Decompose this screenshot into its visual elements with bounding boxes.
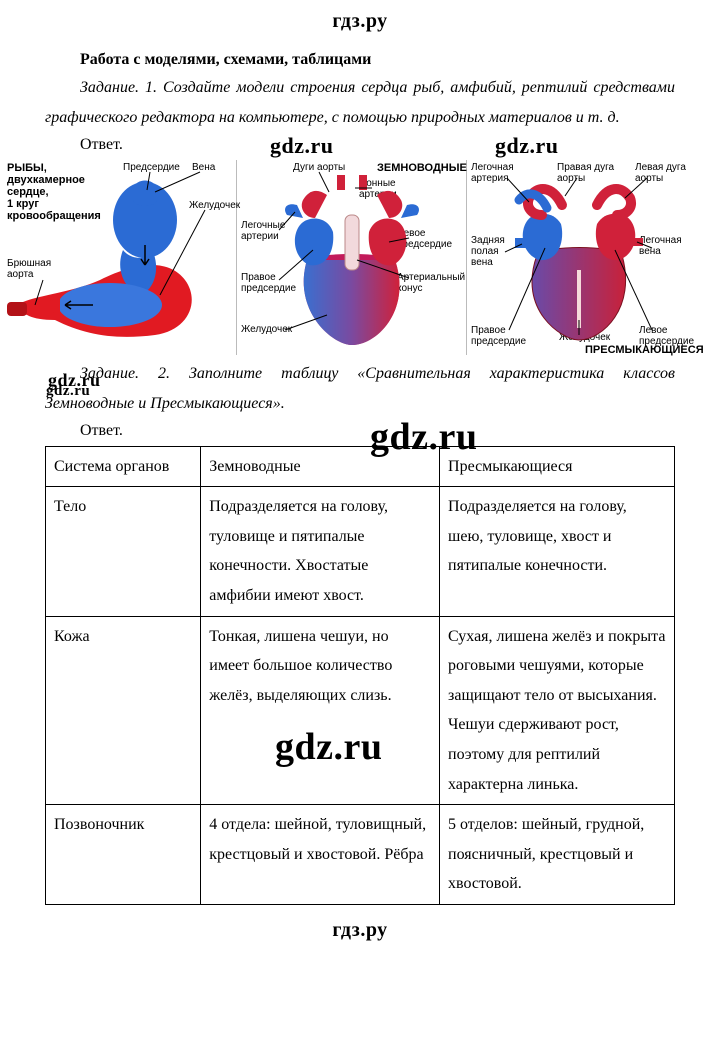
diagram-fish: РЫБЫ, двухкамерное сердце, 1 круг кровоо… — [5, 160, 237, 355]
diagram-amphibian: Дуги аорты ЗЕМНОВОДНЫЕ Сонные артерии Ле… — [237, 160, 467, 355]
site-logo-top: гдз.ру — [45, 10, 675, 33]
table-cell: 5 отделов: шейный, грудной, поясничный, … — [440, 805, 675, 905]
watermark: gdz.ru — [275, 725, 383, 769]
table-cell: Подразделяется на голову, шею, туловище,… — [440, 487, 675, 616]
site-logo-bottom: гдз.ру — [45, 919, 675, 942]
task-1: Задание. 1. Создайте модели строения сер… — [45, 73, 675, 134]
watermark: gdz.ru — [48, 370, 101, 391]
table-cell: Тонкая, лишена чешуи, но имеет большое к… — [201, 616, 440, 805]
table-cell: Система органов — [46, 446, 201, 487]
task-2: Задание. 2. Заполните таблицу «Сравнител… — [45, 359, 675, 420]
table-row: Позвоночник 4 отдела: шейной, туловищный… — [46, 805, 675, 905]
reptile-heart-svg — [467, 160, 689, 355]
section-title: Работа с моделями, схемами, таблицами — [45, 51, 675, 69]
diagram-reptile: Легочная артерия Правая дуга аорты Левая… — [467, 160, 689, 355]
table-row: Тело Подразделяется на голову, туловище … — [46, 487, 675, 616]
table-cell: Позвоночник — [46, 805, 201, 905]
comparison-table: Система органов Земноводные Пресмыкающие… — [45, 446, 675, 905]
watermark: gdz.ru — [495, 133, 559, 159]
table-cell: Сухая, лишена желёз и покрыта роговыми ч… — [440, 616, 675, 805]
table-cell: 4 отдела: шейной, туловищный, крестцовый… — [201, 805, 440, 905]
heart-diagrams: РЫБЫ, двухкамерное сердце, 1 круг кровоо… — [5, 160, 689, 355]
table-cell: Кожа — [46, 616, 201, 805]
watermark: gdz.ru — [370, 415, 478, 459]
table-row: Система органов Земноводные Пресмыкающие… — [46, 446, 675, 487]
answer-label-1: Ответ. — [45, 136, 675, 154]
answer-label-2: Ответ. — [45, 422, 675, 440]
table-row: Кожа Тонкая, лишена чешуи, но имеет боль… — [46, 616, 675, 805]
amphibian-heart-svg — [237, 160, 467, 355]
table-cell: Подразделяется на голову, туловище и пят… — [201, 487, 440, 616]
watermark: gdz.ru — [270, 133, 334, 159]
table-cell: Тело — [46, 487, 201, 616]
fish-heart-svg — [5, 160, 237, 355]
page: гдз.ру Работа с моделями, схемами, табли… — [0, 0, 720, 962]
